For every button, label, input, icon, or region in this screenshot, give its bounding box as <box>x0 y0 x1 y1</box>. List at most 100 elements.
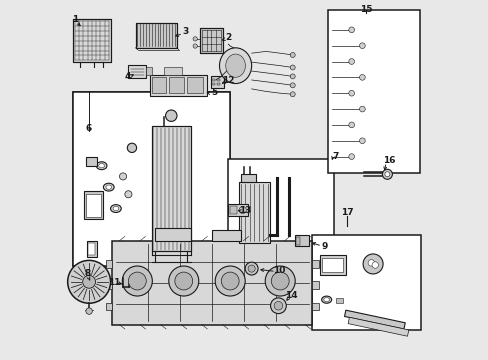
Circle shape <box>359 75 365 80</box>
Bar <box>319 255 346 275</box>
Circle shape <box>239 206 246 213</box>
Bar <box>210 76 224 88</box>
Circle shape <box>363 254 382 274</box>
Circle shape <box>348 90 354 96</box>
Circle shape <box>122 266 152 296</box>
Bar <box>322 258 343 272</box>
Circle shape <box>193 44 197 48</box>
Bar <box>212 79 215 81</box>
Bar <box>228 158 333 257</box>
Bar <box>146 67 151 75</box>
Circle shape <box>348 154 354 159</box>
Circle shape <box>371 262 378 268</box>
Circle shape <box>168 266 198 296</box>
Text: 9: 9 <box>321 242 327 251</box>
Bar <box>228 204 247 216</box>
Circle shape <box>119 173 126 180</box>
Bar <box>135 23 176 48</box>
Circle shape <box>270 298 285 314</box>
Bar <box>151 126 190 251</box>
Text: 6: 6 <box>86 124 92 133</box>
Ellipse shape <box>225 54 245 77</box>
Text: 10: 10 <box>273 266 285 275</box>
Ellipse shape <box>106 185 111 189</box>
Text: 14: 14 <box>285 291 297 300</box>
Circle shape <box>348 122 354 128</box>
Bar <box>73 19 110 62</box>
Text: 3: 3 <box>182 27 188 36</box>
Circle shape <box>359 43 365 49</box>
Text: 7: 7 <box>332 152 338 161</box>
Bar <box>135 23 176 48</box>
Text: 13: 13 <box>239 206 251 215</box>
Bar <box>149 75 206 96</box>
Text: 4: 4 <box>124 72 130 81</box>
Circle shape <box>367 260 374 266</box>
Text: 11: 11 <box>108 278 120 287</box>
Text: 8: 8 <box>84 269 90 278</box>
Bar <box>164 67 182 75</box>
Circle shape <box>175 272 192 290</box>
Bar <box>151 77 165 93</box>
Bar <box>312 281 318 289</box>
Circle shape <box>165 110 177 121</box>
Circle shape <box>271 272 288 290</box>
Circle shape <box>215 266 244 296</box>
Ellipse shape <box>103 183 114 191</box>
Bar <box>217 83 220 85</box>
Bar <box>73 93 230 266</box>
Bar <box>212 83 215 85</box>
Bar <box>241 174 256 182</box>
Bar <box>83 191 103 219</box>
Text: 5: 5 <box>211 88 217 97</box>
Polygon shape <box>347 317 408 336</box>
Circle shape <box>274 301 282 310</box>
Bar <box>88 243 95 255</box>
Bar <box>155 228 190 241</box>
Bar <box>73 93 230 266</box>
Bar <box>106 302 112 310</box>
Bar <box>335 298 343 303</box>
Text: 2: 2 <box>225 33 231 42</box>
Text: 17: 17 <box>340 208 353 217</box>
Bar <box>312 260 318 267</box>
Circle shape <box>290 83 295 88</box>
Circle shape <box>382 169 391 179</box>
Bar <box>312 235 421 330</box>
Circle shape <box>244 262 258 275</box>
Text: 16: 16 <box>382 156 395 165</box>
Circle shape <box>128 272 146 290</box>
Ellipse shape <box>321 296 331 303</box>
Bar <box>200 28 223 53</box>
Circle shape <box>82 275 95 288</box>
Circle shape <box>247 265 255 272</box>
Bar <box>200 28 223 53</box>
Bar <box>106 260 112 267</box>
Ellipse shape <box>110 204 121 212</box>
Bar <box>239 182 269 243</box>
Circle shape <box>127 143 136 153</box>
Circle shape <box>221 272 239 290</box>
Circle shape <box>193 37 197 41</box>
Circle shape <box>290 92 295 97</box>
Bar <box>85 157 97 166</box>
Bar <box>217 79 220 81</box>
Bar <box>212 230 241 241</box>
Text: 15: 15 <box>359 5 371 14</box>
Circle shape <box>264 266 295 296</box>
Circle shape <box>67 260 110 303</box>
Bar <box>312 302 318 310</box>
Bar <box>230 206 236 214</box>
Circle shape <box>348 27 354 33</box>
Polygon shape <box>344 310 405 329</box>
Ellipse shape <box>113 206 119 211</box>
Bar <box>106 281 112 289</box>
Ellipse shape <box>323 298 329 302</box>
Bar <box>86 241 97 257</box>
Bar <box>169 77 183 93</box>
Ellipse shape <box>219 48 251 84</box>
Ellipse shape <box>96 162 107 170</box>
Bar <box>73 19 110 62</box>
Circle shape <box>86 308 92 314</box>
Circle shape <box>384 172 389 177</box>
